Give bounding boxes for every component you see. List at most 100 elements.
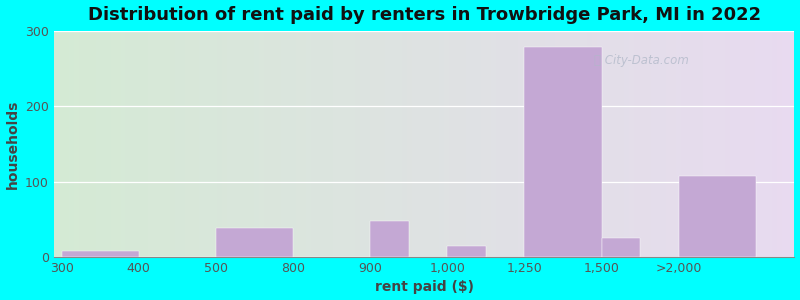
Bar <box>78 31 81 257</box>
Bar <box>264 31 266 257</box>
Bar <box>148 31 150 257</box>
Bar <box>187 31 190 257</box>
Bar <box>607 31 610 257</box>
Bar <box>190 31 192 257</box>
Bar <box>592 31 594 257</box>
Bar <box>62 31 64 257</box>
Bar <box>66 31 69 257</box>
Bar <box>207 31 210 257</box>
Bar <box>417 31 419 257</box>
Bar <box>229 31 231 257</box>
Bar <box>278 31 281 257</box>
Bar <box>490 31 494 257</box>
Bar <box>387 31 390 257</box>
Bar <box>471 31 474 257</box>
Bar <box>399 31 402 257</box>
Bar <box>310 31 313 257</box>
Bar <box>681 31 683 257</box>
Bar <box>224 31 226 257</box>
Bar <box>301 31 303 257</box>
Bar <box>237 31 239 257</box>
Bar <box>328 31 330 257</box>
Bar <box>197 31 199 257</box>
Bar <box>353 31 355 257</box>
Bar <box>286 31 288 257</box>
Bar <box>142 31 145 257</box>
Bar <box>454 31 456 257</box>
Bar <box>86 31 89 257</box>
Bar <box>656 31 658 257</box>
Bar <box>726 31 728 257</box>
Bar <box>558 31 560 257</box>
Bar <box>661 31 664 257</box>
Bar <box>269 31 271 257</box>
Bar <box>745 31 747 257</box>
Bar <box>553 31 555 257</box>
Bar <box>58 31 62 257</box>
Bar <box>604 31 607 257</box>
Bar <box>649 31 651 257</box>
Bar <box>578 31 580 257</box>
Bar <box>392 31 394 257</box>
Bar <box>585 31 587 257</box>
Bar <box>501 31 503 257</box>
Bar <box>358 31 360 257</box>
Bar <box>372 31 374 257</box>
Bar <box>792 31 794 257</box>
Bar <box>382 31 385 257</box>
Bar <box>205 31 207 257</box>
Bar <box>526 31 528 257</box>
Bar <box>76 31 78 257</box>
Bar <box>365 31 367 257</box>
Bar <box>249 31 251 257</box>
Bar <box>338 31 340 257</box>
Bar <box>429 31 431 257</box>
Bar <box>730 31 733 257</box>
Bar <box>244 31 246 257</box>
Bar <box>683 31 686 257</box>
Bar <box>690 31 694 257</box>
Bar <box>622 31 624 257</box>
Bar <box>390 31 392 257</box>
Bar <box>437 31 439 257</box>
Bar <box>464 31 466 257</box>
Bar <box>326 31 328 257</box>
Bar <box>466 31 469 257</box>
Bar <box>121 31 123 257</box>
Bar <box>451 31 454 257</box>
Bar <box>303 31 306 257</box>
Bar <box>666 31 669 257</box>
Bar <box>330 31 333 257</box>
Bar <box>160 31 162 257</box>
Bar <box>639 31 642 257</box>
Bar <box>528 31 530 257</box>
Bar <box>246 31 249 257</box>
Bar <box>629 31 631 257</box>
Bar <box>508 31 510 257</box>
Bar <box>313 31 315 257</box>
Bar <box>710 31 713 257</box>
Bar <box>150 31 153 257</box>
Bar <box>590 31 592 257</box>
Bar <box>658 31 661 257</box>
Bar <box>239 31 242 257</box>
Bar <box>456 31 458 257</box>
Bar <box>631 31 634 257</box>
Bar <box>567 31 570 257</box>
Bar <box>612 31 614 257</box>
Bar <box>83 31 86 257</box>
Bar <box>599 31 602 257</box>
Bar <box>276 31 278 257</box>
Bar <box>674 31 676 257</box>
Bar <box>720 31 723 257</box>
Title: Distribution of rent paid by renters in Trowbridge Park, MI in 2022: Distribution of rent paid by renters in … <box>87 6 761 24</box>
Bar <box>103 31 106 257</box>
Bar <box>162 31 165 257</box>
Bar <box>518 31 521 257</box>
Bar <box>483 31 486 257</box>
Bar <box>703 31 706 257</box>
Bar <box>410 31 412 257</box>
Y-axis label: households: households <box>6 99 19 188</box>
Bar <box>323 31 326 257</box>
Bar <box>654 31 656 257</box>
